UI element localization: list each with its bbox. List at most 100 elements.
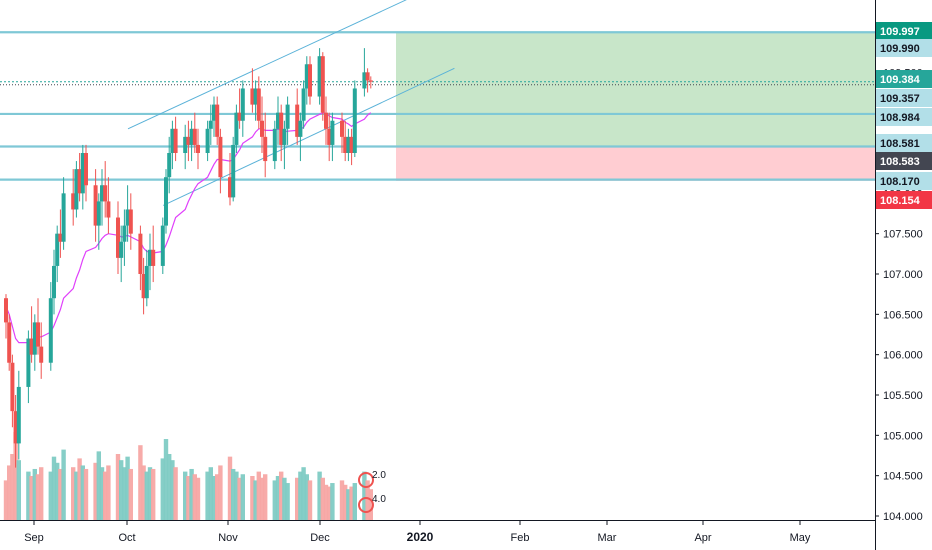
candle-body [308, 64, 312, 97]
volume-bar [186, 476, 191, 520]
time-axis[interactable]: Sep Oct Nov Dec 2020 Feb Mar Apr May [0, 520, 875, 544]
price-tick-label: 107.500 [883, 229, 923, 241]
volume-bar [234, 471, 239, 520]
volume-bar [29, 476, 34, 520]
moving-average-line [5, 112, 372, 344]
overlay-markers: 2.0 4.0 [358, 470, 386, 513]
candle-body [144, 265, 149, 299]
channel-lower-line[interactable] [162, 67, 455, 206]
volume-bar [295, 477, 300, 520]
candle-body [231, 144, 236, 198]
volume-bar [3, 480, 9, 520]
time-tick-label: Dec [310, 532, 330, 544]
price-tick-label: 105.000 [883, 430, 923, 442]
volume-bar [253, 480, 258, 520]
volume-bar [282, 477, 287, 520]
volume-bar [119, 460, 124, 520]
volume-bar [99, 467, 105, 520]
candle-body [48, 298, 53, 363]
candle-body [301, 88, 306, 121]
price-tag-label: 108.154 [880, 195, 921, 207]
volume-bar [48, 471, 53, 520]
event-marker-icon [358, 497, 374, 513]
candle-body [61, 193, 66, 242]
price-tick-label: 104.000 [883, 511, 923, 523]
candles [4, 48, 373, 468]
volume-bar [307, 480, 313, 520]
volume-bar [141, 465, 146, 520]
candle-body [212, 104, 216, 121]
candle-body [317, 56, 322, 97]
volume-bar [317, 471, 322, 520]
candle-body [151, 249, 156, 266]
channel-upper-line[interactable] [127, 0, 407, 130]
candle-body [167, 153, 172, 178]
trend-channel[interactable] [127, 0, 455, 206]
volume-bar [128, 468, 133, 520]
volume-bar [61, 449, 66, 520]
time-tick-label: Nov [218, 532, 238, 544]
volume-bar [10, 454, 15, 520]
candle-body [29, 338, 34, 355]
candle-body [237, 112, 242, 121]
candle-body [32, 322, 37, 355]
volume-bar [39, 467, 44, 520]
candle-body [52, 265, 56, 299]
candle-body [106, 201, 111, 218]
volume-bar [352, 483, 357, 520]
volume-bar [240, 474, 245, 520]
price-tag [876, 70, 932, 88]
stop-loss-zone[interactable] [396, 146, 875, 181]
price-tag [876, 172, 932, 190]
price-tick-label: 107.000 [883, 269, 923, 281]
time-tick-label: Apr [694, 532, 711, 544]
candle-body [295, 104, 300, 137]
time-tick-label: Feb [511, 532, 530, 544]
candle-body [365, 72, 370, 81]
candle-body [164, 177, 168, 226]
candle-body [240, 88, 245, 121]
volume-bar [349, 486, 354, 520]
candle-body [250, 88, 255, 105]
price-tick-label: 106.500 [883, 309, 923, 321]
volume-bar [80, 465, 85, 520]
volume-bar [7, 465, 12, 520]
candle-body [103, 185, 108, 202]
position-tool-zones[interactable] [396, 32, 875, 181]
candle-body [84, 153, 88, 186]
volume-bar [103, 471, 108, 520]
candle-body [324, 112, 328, 129]
volume-bar [122, 467, 127, 520]
time-tick-label: May [790, 532, 811, 544]
volume-bar [183, 471, 188, 520]
volume-bar [285, 483, 290, 520]
candle-body [80, 153, 85, 194]
horizontal-levels[interactable] [0, 31, 875, 181]
volume-bars [3, 432, 373, 520]
candle-body [279, 112, 284, 145]
volume-bar [208, 467, 213, 520]
candle-body [205, 128, 210, 153]
volume-bar [115, 454, 121, 520]
price-tags: 109.997 109.990 109.384 109.357 108.984 108.5… [876, 22, 932, 209]
candle-body [189, 128, 194, 145]
volume-scale-label: 4.0 [372, 494, 386, 505]
price-tag-label: 108.583 [880, 156, 920, 168]
event-marker-icon [358, 472, 374, 488]
volume-bar [205, 471, 210, 520]
volume-bar [106, 465, 111, 520]
candle-body [7, 322, 12, 363]
volume-bar [362, 471, 367, 520]
time-tick-label: Sep [24, 532, 44, 544]
volume-bar [263, 474, 268, 520]
volume-bar [218, 465, 223, 520]
volume-bar [144, 471, 149, 520]
candle-body [119, 241, 124, 258]
volume-bar [301, 467, 306, 520]
volume-bar [211, 476, 217, 520]
volume-bar [71, 467, 76, 520]
take-profit-zone[interactable] [396, 32, 875, 147]
price-tag [876, 152, 932, 170]
